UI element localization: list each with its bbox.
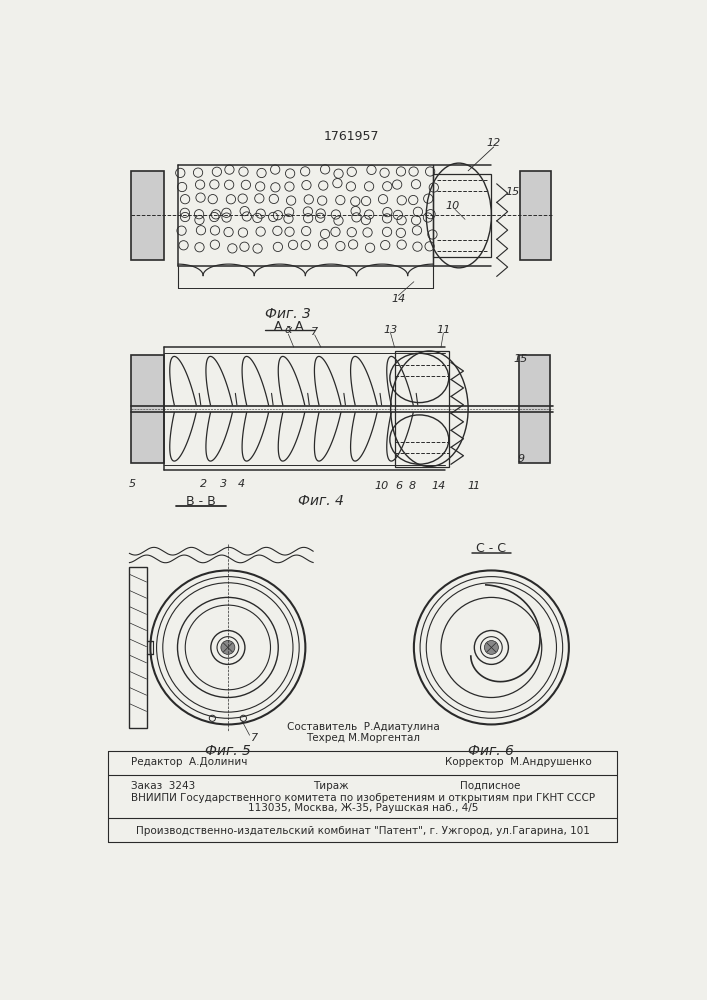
Bar (131, 355, 163, 463)
Text: 6: 6 (395, 481, 402, 491)
Text: 15: 15 (514, 354, 528, 364)
Text: ВНИИПИ Государственного комитета по изобретениям и открытиям при ГКНТ СССР: ВНИИПИ Государственного комитета по изоб… (131, 793, 595, 803)
Text: 5: 5 (129, 479, 136, 489)
Text: 15: 15 (506, 187, 520, 197)
Text: Фиг. 3: Фиг. 3 (265, 307, 311, 321)
Text: Подписное: Подписное (460, 781, 521, 791)
Bar (395, 351, 449, 466)
Text: Фиг. 6: Фиг. 6 (469, 744, 514, 758)
Text: 1: 1 (467, 481, 475, 491)
Bar (129, 567, 146, 728)
Circle shape (221, 641, 235, 654)
Text: 13: 13 (383, 325, 398, 335)
Text: 14: 14 (391, 294, 406, 304)
Text: 14: 14 (431, 481, 446, 491)
Bar (518, 355, 549, 463)
Text: Техред М.Моргентал: Техред М.Моргентал (307, 733, 421, 743)
Text: 1: 1 (472, 481, 479, 491)
Text: 113035, Москва, Ж-35, Раушская наб., 4/5: 113035, Москва, Ж-35, Раушская наб., 4/5 (247, 803, 478, 813)
Text: Составитель  Р.Адиатулина: Составитель Р.Адиатулина (287, 722, 440, 732)
Text: Фиг. 5: Фиг. 5 (205, 744, 251, 758)
Text: Заказ  3243: Заказ 3243 (131, 781, 195, 791)
Text: 2: 2 (199, 479, 206, 489)
Text: А - А: А - А (274, 320, 303, 333)
Text: 10: 10 (374, 481, 388, 491)
Text: 4: 4 (238, 479, 245, 489)
Text: 9: 9 (518, 454, 525, 464)
Text: Фиг. 4: Фиг. 4 (298, 494, 344, 508)
Text: 1761957: 1761957 (324, 130, 380, 143)
Bar (520, 171, 551, 260)
Bar (131, 171, 163, 260)
Text: Редактор  А.Долинич: Редактор А.Долинич (131, 757, 247, 767)
Bar (433, 174, 491, 257)
Text: 3: 3 (221, 479, 228, 489)
Text: Производственно-издательский комбинат "Патент", г. Ужгород, ул.Гагарина, 101: Производственно-издательский комбинат "П… (136, 826, 590, 836)
Text: В - В: В - В (186, 495, 216, 508)
Text: 12: 12 (486, 138, 501, 148)
Text: Тираж: Тираж (313, 781, 349, 791)
Text: 7: 7 (252, 733, 259, 743)
Circle shape (484, 641, 498, 654)
Text: С - С: С - С (477, 542, 506, 555)
Text: 8: 8 (409, 481, 416, 491)
Text: 10: 10 (445, 201, 460, 211)
Text: α: α (285, 325, 292, 335)
Text: 7: 7 (311, 327, 318, 337)
Text: 11: 11 (436, 325, 450, 335)
Text: Корректор  М.Андрушенко: Корректор М.Андрушенко (445, 757, 592, 767)
